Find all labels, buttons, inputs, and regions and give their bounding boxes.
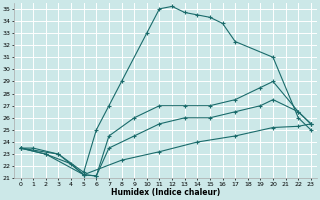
X-axis label: Humidex (Indice chaleur): Humidex (Indice chaleur) <box>111 188 220 197</box>
